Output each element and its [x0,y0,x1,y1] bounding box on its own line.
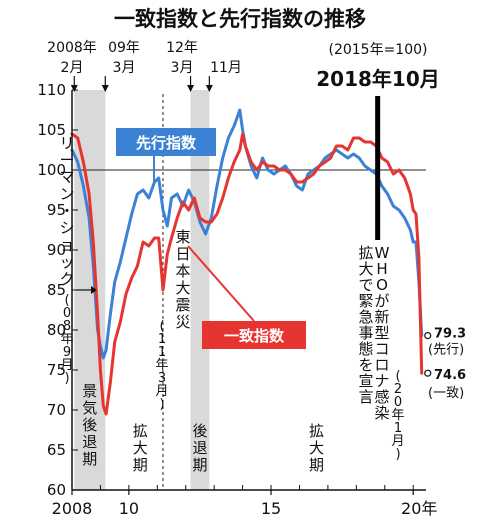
earthquake-label: 東日本大震災 [175,228,190,331]
lehman-label: リーマン・ショック [59,134,74,288]
y-tick-label: 70 [47,401,66,419]
coincident-end-value: 74.6 [434,368,466,383]
y-tick-label: 75 [47,361,66,379]
coincident-end-marker [424,369,432,377]
marker-arrow-head [101,85,109,92]
series-line-coincident [70,132,424,416]
x-tick-label: 10 [119,499,139,518]
marker-arrow-head [70,85,78,92]
y-tick-label: 60 [47,481,66,499]
expansion-label: 拡大期 [133,422,148,474]
who-label: 拡大で緊急事態を宣言 [358,244,373,406]
leading-end-value: 79.3 [434,327,466,342]
recession-label: 後退期 [192,422,207,474]
expansion-label: 拡大期 [309,422,324,474]
marker-arrow-head [205,85,213,92]
x-tick-label: 20年 [401,499,437,518]
recession-band [190,90,210,490]
y-tick-label: 65 [47,441,66,459]
chart-title: 一致指数と先行指数の推移 [114,7,366,31]
marker-month: 3月 [113,60,136,76]
series-lines [70,108,424,416]
coincident-label: 一致指数 [224,327,285,345]
y-tick-label: 80 [47,321,66,339]
coincident-pointer [187,245,255,322]
x-tick-label: 15 [261,499,281,518]
series-line-leading [70,108,424,360]
leading-label: 先行指数 [136,134,197,152]
who-label: W H O が新型コロナ感染 [374,244,389,422]
coincident-label-box [202,321,306,349]
lehman-arrow-head [91,286,97,294]
base-note: (2015年=100) [328,42,427,58]
y-tick-label: 85 [47,281,66,299]
recession-label: 景気後退期 [82,382,97,468]
marker-month: 2月 [61,60,84,76]
marker-arrow-head [187,85,195,92]
axes: 60 65 70 75 80 85 90 95 100 105 110 2008 10 15 20年 [37,81,437,518]
coincident-end-note: (一致) [428,386,464,401]
y-tick-label: 110 [37,81,66,99]
marker-year: 12年 [166,40,198,56]
who-date: (2 0 年 1 月) [391,369,404,462]
y-tick-label: 95 [47,201,66,219]
earthquake-date: (1 1 年 3 月) [155,319,168,412]
lehman-date: (0 8 年 9 月) [60,293,73,386]
y-tick-label: 90 [47,241,66,259]
leading-end-note: (先行) [428,343,464,358]
x-tick-label: 2008 [52,499,93,518]
marker-year: 09年 [108,40,140,56]
y-tick-label: 105 [37,121,66,139]
leading-label-box [116,128,216,156]
marker-month: 3月 [171,60,194,76]
marker-month: 11月 [210,60,242,76]
event-label-2018: 2018年10月 [316,67,440,91]
leading-end-marker [424,332,432,340]
y-tick-label: 100 [37,161,66,179]
reference-lines [72,94,426,490]
marker-year: 2008年 [47,40,97,56]
recession-bands [74,90,210,490]
